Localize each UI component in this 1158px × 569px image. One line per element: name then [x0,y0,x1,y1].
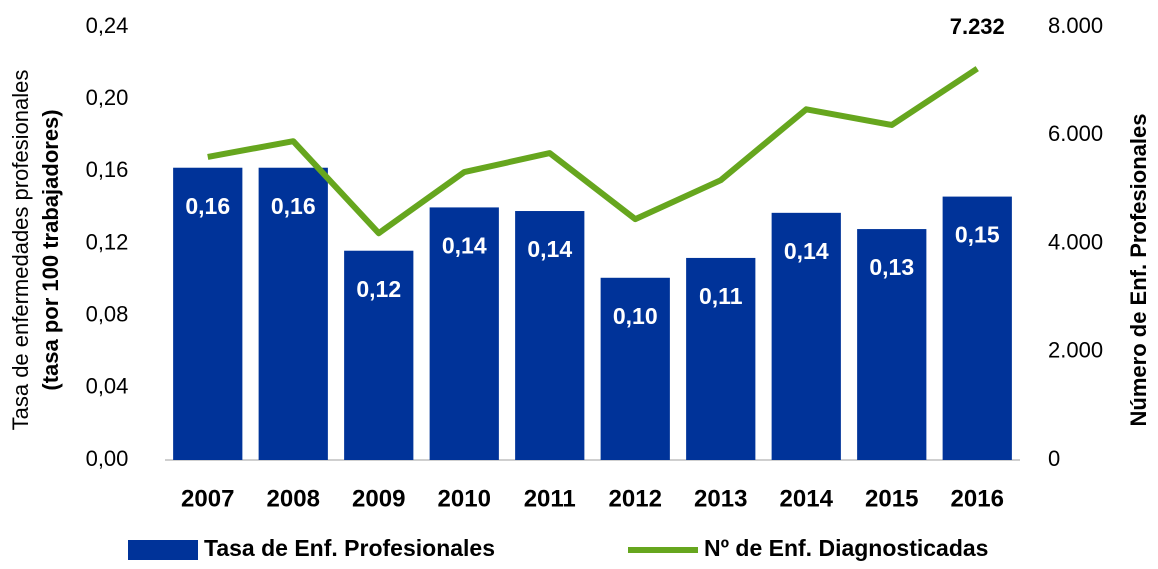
y2-tick-label: 0 [1048,446,1060,471]
data-label: 0,12 [356,276,401,302]
x-tick-label: 2016 [951,485,1004,512]
data-label: 0,16 [271,193,316,219]
bar [942,196,1012,460]
bar [515,211,585,460]
data-label: 0,16 [185,193,230,219]
y2-tick-label: 8.000 [1048,13,1103,38]
data-label: 0,10 [613,303,658,329]
y-tick-label: 0,04 [86,374,129,399]
y-tick-label: 0,00 [86,446,129,471]
legend-swatch [128,540,198,560]
bar [771,212,841,460]
bar [173,167,243,460]
y2-tick-label: 4.000 [1048,229,1103,254]
x-tick-label: 2012 [609,485,662,512]
data-label: 0,14 [784,238,829,264]
bar [429,207,499,460]
data-label: 7.232 [950,14,1005,39]
y-tick-label: 0,08 [86,301,129,326]
legend-label: Tasa de Enf. Profesionales [204,535,495,561]
data-label: 0,11 [699,283,743,309]
x-tick-label: 2014 [780,485,834,512]
y-tick-label: 0,16 [86,157,129,182]
x-tick-label: 2007 [181,485,234,512]
legend-label: Nº de Enf. Diagnosticadas [704,535,988,561]
x-tick-label: 2015 [865,485,918,512]
bar [600,277,670,460]
x-tick-label: 2008 [267,485,320,512]
y-axis-label: Tasa de enfermedades profesionales [8,70,33,431]
bar [344,250,414,460]
data-label: 0,15 [955,222,1000,248]
x-tick-label: 2011 [524,485,576,512]
y-tick-label: 0,20 [86,85,129,110]
bar [857,229,927,460]
x-tick-label: 2010 [438,485,491,512]
y2-tick-label: 6.000 [1048,121,1103,146]
x-tick-label: 2009 [352,485,405,512]
y2-tick-label: 2.000 [1048,338,1103,363]
data-label: 0,14 [442,232,487,258]
x-tick-label: 2013 [694,485,747,512]
bar [686,257,756,460]
y-tick-label: 0,24 [86,13,129,38]
line [207,66,979,237]
y-axis-label: (tasa por 100 trabajadores) [38,109,63,390]
y2-axis-label: Número de Enf. Profesionales [1126,114,1151,427]
data-label: 0,13 [869,254,914,280]
bar [258,167,328,460]
y-tick-label: 0,12 [86,229,129,254]
data-label: 0,14 [527,236,572,262]
